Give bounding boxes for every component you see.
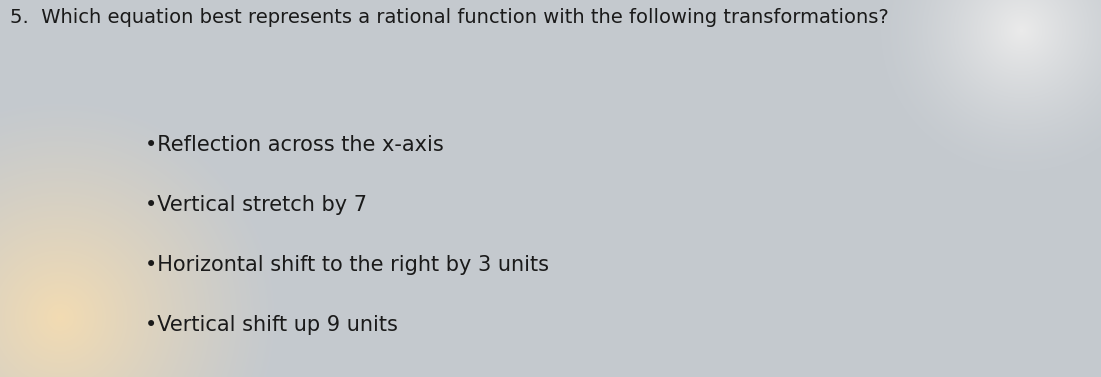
Text: 5.  Which equation best represents a rational function with the following transf: 5. Which equation best represents a rati… <box>10 8 889 27</box>
Text: •Vertical stretch by 7: •Vertical stretch by 7 <box>145 195 367 215</box>
Text: •Horizontal shift to the right by 3 units: •Horizontal shift to the right by 3 unit… <box>145 255 549 275</box>
Text: •Reflection across the x-axis: •Reflection across the x-axis <box>145 135 444 155</box>
Text: •Vertical shift up 9 units: •Vertical shift up 9 units <box>145 315 397 335</box>
